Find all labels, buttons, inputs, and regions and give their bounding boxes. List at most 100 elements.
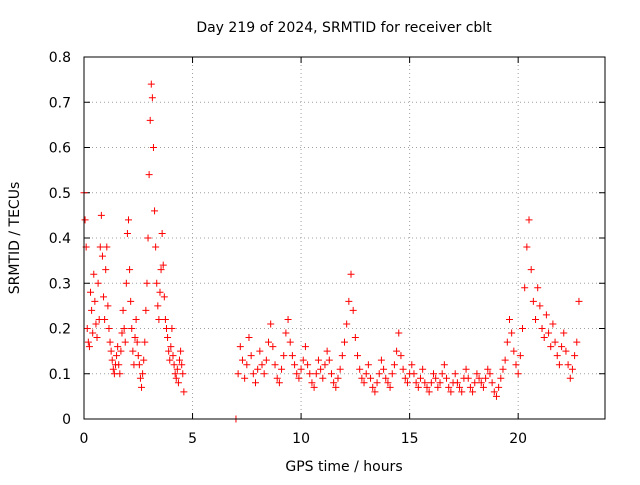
data-point	[115, 361, 123, 369]
data-point	[158, 229, 166, 237]
data-point	[317, 365, 325, 373]
data-point	[113, 352, 121, 360]
data-point	[147, 80, 155, 88]
data-point	[540, 334, 548, 342]
data-point	[566, 374, 574, 382]
data-point	[308, 379, 316, 387]
data-point	[275, 379, 283, 387]
y-tick-label: 0.7	[49, 95, 71, 111]
data-point	[120, 325, 128, 332]
data-point	[94, 279, 102, 287]
data-point	[401, 374, 409, 382]
data-point	[152, 243, 160, 251]
data-point	[118, 329, 126, 337]
data-point	[434, 383, 442, 391]
data-point	[256, 347, 264, 355]
data-point	[403, 379, 411, 387]
data-point	[419, 365, 427, 373]
data-point	[109, 365, 117, 373]
data-point	[456, 383, 464, 391]
data-point	[477, 379, 485, 387]
data-point	[312, 370, 320, 378]
data-point	[85, 343, 93, 351]
data-point	[351, 334, 359, 342]
data-point	[306, 370, 314, 378]
data-point	[371, 388, 379, 396]
data-point	[362, 370, 370, 378]
data-point	[471, 379, 479, 387]
data-point	[332, 383, 340, 391]
data-point	[519, 325, 527, 332]
y-tick-label: 0	[62, 412, 71, 428]
data-point	[177, 347, 185, 355]
data-point	[236, 343, 244, 351]
x-tick-label: 20	[509, 431, 527, 447]
data-point	[291, 361, 299, 369]
data-point	[421, 379, 429, 387]
data-point	[410, 370, 418, 378]
data-point	[436, 379, 444, 387]
data-point	[397, 352, 405, 360]
data-point	[125, 216, 133, 224]
data-point	[505, 315, 513, 323]
data-point	[336, 365, 344, 373]
data-point	[90, 270, 98, 278]
data-point	[148, 94, 156, 102]
y-tick-label: 0.4	[49, 231, 71, 247]
data-point	[412, 379, 420, 387]
data-point	[129, 347, 137, 355]
data-point	[249, 370, 257, 378]
x-tick-label: 15	[401, 431, 419, 447]
x-tick-label: 0	[80, 431, 89, 447]
y-tick-label: 0.5	[49, 186, 71, 202]
data-point	[83, 325, 91, 332]
data-point	[382, 374, 390, 382]
data-point	[131, 334, 139, 342]
data-point	[386, 383, 394, 391]
data-point	[390, 361, 398, 369]
data-point	[508, 329, 516, 337]
data-point	[545, 329, 553, 337]
data-point	[155, 315, 163, 323]
data-point	[100, 293, 108, 301]
data-point	[96, 243, 104, 251]
data-point	[347, 270, 355, 278]
data-point	[571, 352, 579, 360]
data-point	[128, 325, 136, 332]
data-point	[432, 374, 440, 382]
data-point	[388, 370, 396, 378]
data-point	[495, 383, 503, 391]
data-point	[416, 374, 424, 382]
data-point	[575, 297, 583, 305]
data-point	[282, 329, 290, 337]
data-point	[269, 343, 277, 351]
data-point	[160, 293, 168, 301]
data-point	[490, 388, 498, 396]
data-point	[286, 338, 294, 346]
data-point	[304, 361, 312, 369]
data-point	[453, 379, 461, 387]
data-point	[140, 356, 148, 364]
data-point	[243, 361, 251, 369]
data-point	[166, 356, 174, 364]
data-point	[141, 338, 149, 346]
data-point	[473, 370, 481, 378]
data-point	[573, 338, 581, 346]
data-point	[514, 370, 522, 378]
data-point	[106, 338, 114, 346]
data-point	[271, 361, 279, 369]
data-point	[134, 352, 142, 360]
data-point	[377, 356, 385, 364]
data-point	[427, 379, 435, 387]
tick-layer: 0 0.1 0.2 0.3 0.4 0.5 0.6 0.7 0.8 0 5 10 15 20	[49, 50, 605, 447]
data-point	[532, 315, 540, 323]
data-point	[458, 388, 466, 396]
data-point	[88, 306, 96, 314]
data-point	[464, 374, 472, 382]
data-point	[534, 284, 542, 292]
y-tick-label: 0.6	[49, 141, 71, 157]
data-point	[135, 361, 143, 369]
data-point	[408, 361, 416, 369]
